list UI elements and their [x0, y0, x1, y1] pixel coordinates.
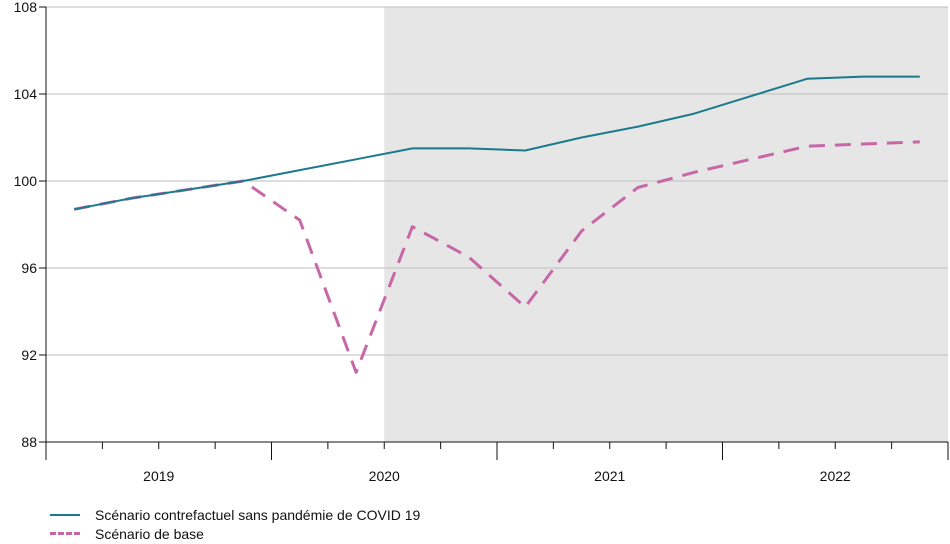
legend-label: Scénario contrefactuel sans pandémie de …: [95, 506, 421, 523]
legend-label: Scénario de base: [95, 525, 204, 542]
y-tick-label: 104: [14, 86, 38, 102]
y-tick-label: 96: [21, 260, 37, 276]
axes: [45, 7, 949, 460]
series-line-counterfactual: [74, 75, 920, 211]
legend-item-counterfactual: Scénario contrefactuel sans pandémie de …: [50, 505, 420, 524]
shaded-projection-region: [384, 7, 948, 442]
x-tick-label: 2019: [143, 468, 174, 484]
series-lines: [73, 75, 920, 374]
x-tick-labels: 2019 2020 2021 2022: [143, 468, 851, 484]
x-tick-label: 2020: [369, 468, 400, 484]
x-tick-label: 2022: [820, 468, 851, 484]
y-tick-label: 88: [21, 434, 37, 450]
gridlines: [39, 6, 948, 443]
legend-swatch-dashed: [50, 532, 80, 535]
legend: Scénario contrefactuel sans pandémie de …: [50, 505, 420, 543]
y-tick-labels: 88 92 96 100 104 108: [14, 0, 38, 450]
y-tick-label: 108: [14, 0, 38, 15]
legend-swatch-solid: [50, 513, 80, 516]
y-tick-label: 100: [14, 173, 38, 189]
y-tick-label: 92: [21, 347, 37, 363]
legend-item-base: Scénario de base: [50, 524, 420, 543]
x-tick-label: 2021: [594, 468, 625, 484]
